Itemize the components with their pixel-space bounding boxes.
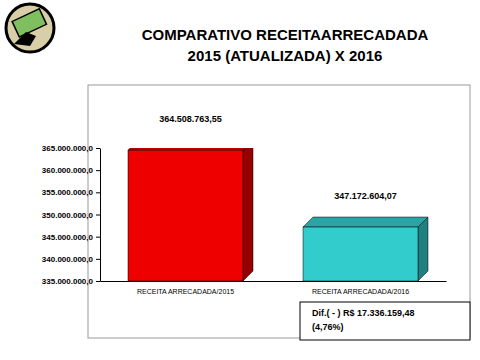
data-label: 347.172.604,07 <box>334 191 397 201</box>
y-tick-mark <box>96 215 100 216</box>
y-tick: 340.000.000,0 <box>42 255 100 264</box>
bar <box>303 227 418 281</box>
y-tick: 350.000.000,0 <box>42 211 100 220</box>
y-tick-mark <box>96 192 100 193</box>
bar-side <box>243 148 253 281</box>
y-tick-label: 365.000.000,0 <box>42 144 94 153</box>
y-tick-mark <box>96 281 100 282</box>
y-tick-label: 360.000.000,0 <box>42 166 94 175</box>
annotation: Dif.( - ) R$ 17.336.159,48 (4,76%) <box>300 302 470 340</box>
x-tick-label: RECEITA ARRECADADA/2015 <box>137 288 234 295</box>
y-tick: 335.000.000,0 <box>42 277 100 286</box>
x-tick: RECEITA ARRECADADA/2015 <box>137 281 234 295</box>
icon-circle <box>6 4 54 52</box>
bar-top <box>128 148 253 150</box>
x-axis: RECEITA ARRECADADA/2015 RECEITA ARRECADAD… <box>101 281 447 295</box>
y-tick: 365.000.000,0 <box>42 144 100 153</box>
bar <box>128 150 243 281</box>
y-axis-line <box>100 149 101 282</box>
x-tick: RECEITA ARRECADADA/2016 <box>312 281 409 295</box>
x-tick-label: RECEITA ARRECADADA/2016 <box>312 288 409 295</box>
y-tick: 345.000.000,0 <box>42 233 100 242</box>
y-tick-label: 350.000.000,0 <box>42 211 94 220</box>
annotation-text: (4,76%) <box>312 322 344 332</box>
annotation-box <box>300 302 470 340</box>
y-tick-mark <box>96 259 100 260</box>
data-label: 364.508.763,55 <box>159 114 222 124</box>
y-tick-label: 345.000.000,0 <box>42 233 94 242</box>
y-tick-mark <box>96 148 100 149</box>
chart-frame <box>88 85 470 338</box>
y-tick-label: 355.000.000,0 <box>42 188 94 197</box>
annotation-text: Dif.( - ) R$ 17.336.159,48 <box>312 308 415 318</box>
y-tick: 355.000.000,0 <box>42 188 100 197</box>
y-tick-mark <box>96 170 100 171</box>
icon <box>6 4 54 52</box>
y-tick-mark <box>96 237 100 238</box>
y-tick: 360.000.000,0 <box>42 166 100 175</box>
subtitle: 2015 (ATUALIZADA) X 2016 <box>188 47 383 64</box>
y-tick-label: 340.000.000,0 <box>42 255 94 264</box>
y-axis: 335.000.000,0 340.000.000,0 345.000.000,0 3… <box>42 144 101 286</box>
bar-top <box>303 217 428 227</box>
icon-bill <box>12 9 46 37</box>
bar-side <box>418 217 428 281</box>
plot-area <box>128 148 428 281</box>
icon-hand <box>14 32 36 46</box>
title: COMPARATIVO RECEITAARRECADADA <box>142 26 429 43</box>
chart: COMPARATIVO RECEITAARRECADADA 2015 (ATUAL… <box>0 0 480 360</box>
x-axis-line <box>101 281 447 282</box>
y-tick-label: 335.000.000,0 <box>42 277 94 286</box>
